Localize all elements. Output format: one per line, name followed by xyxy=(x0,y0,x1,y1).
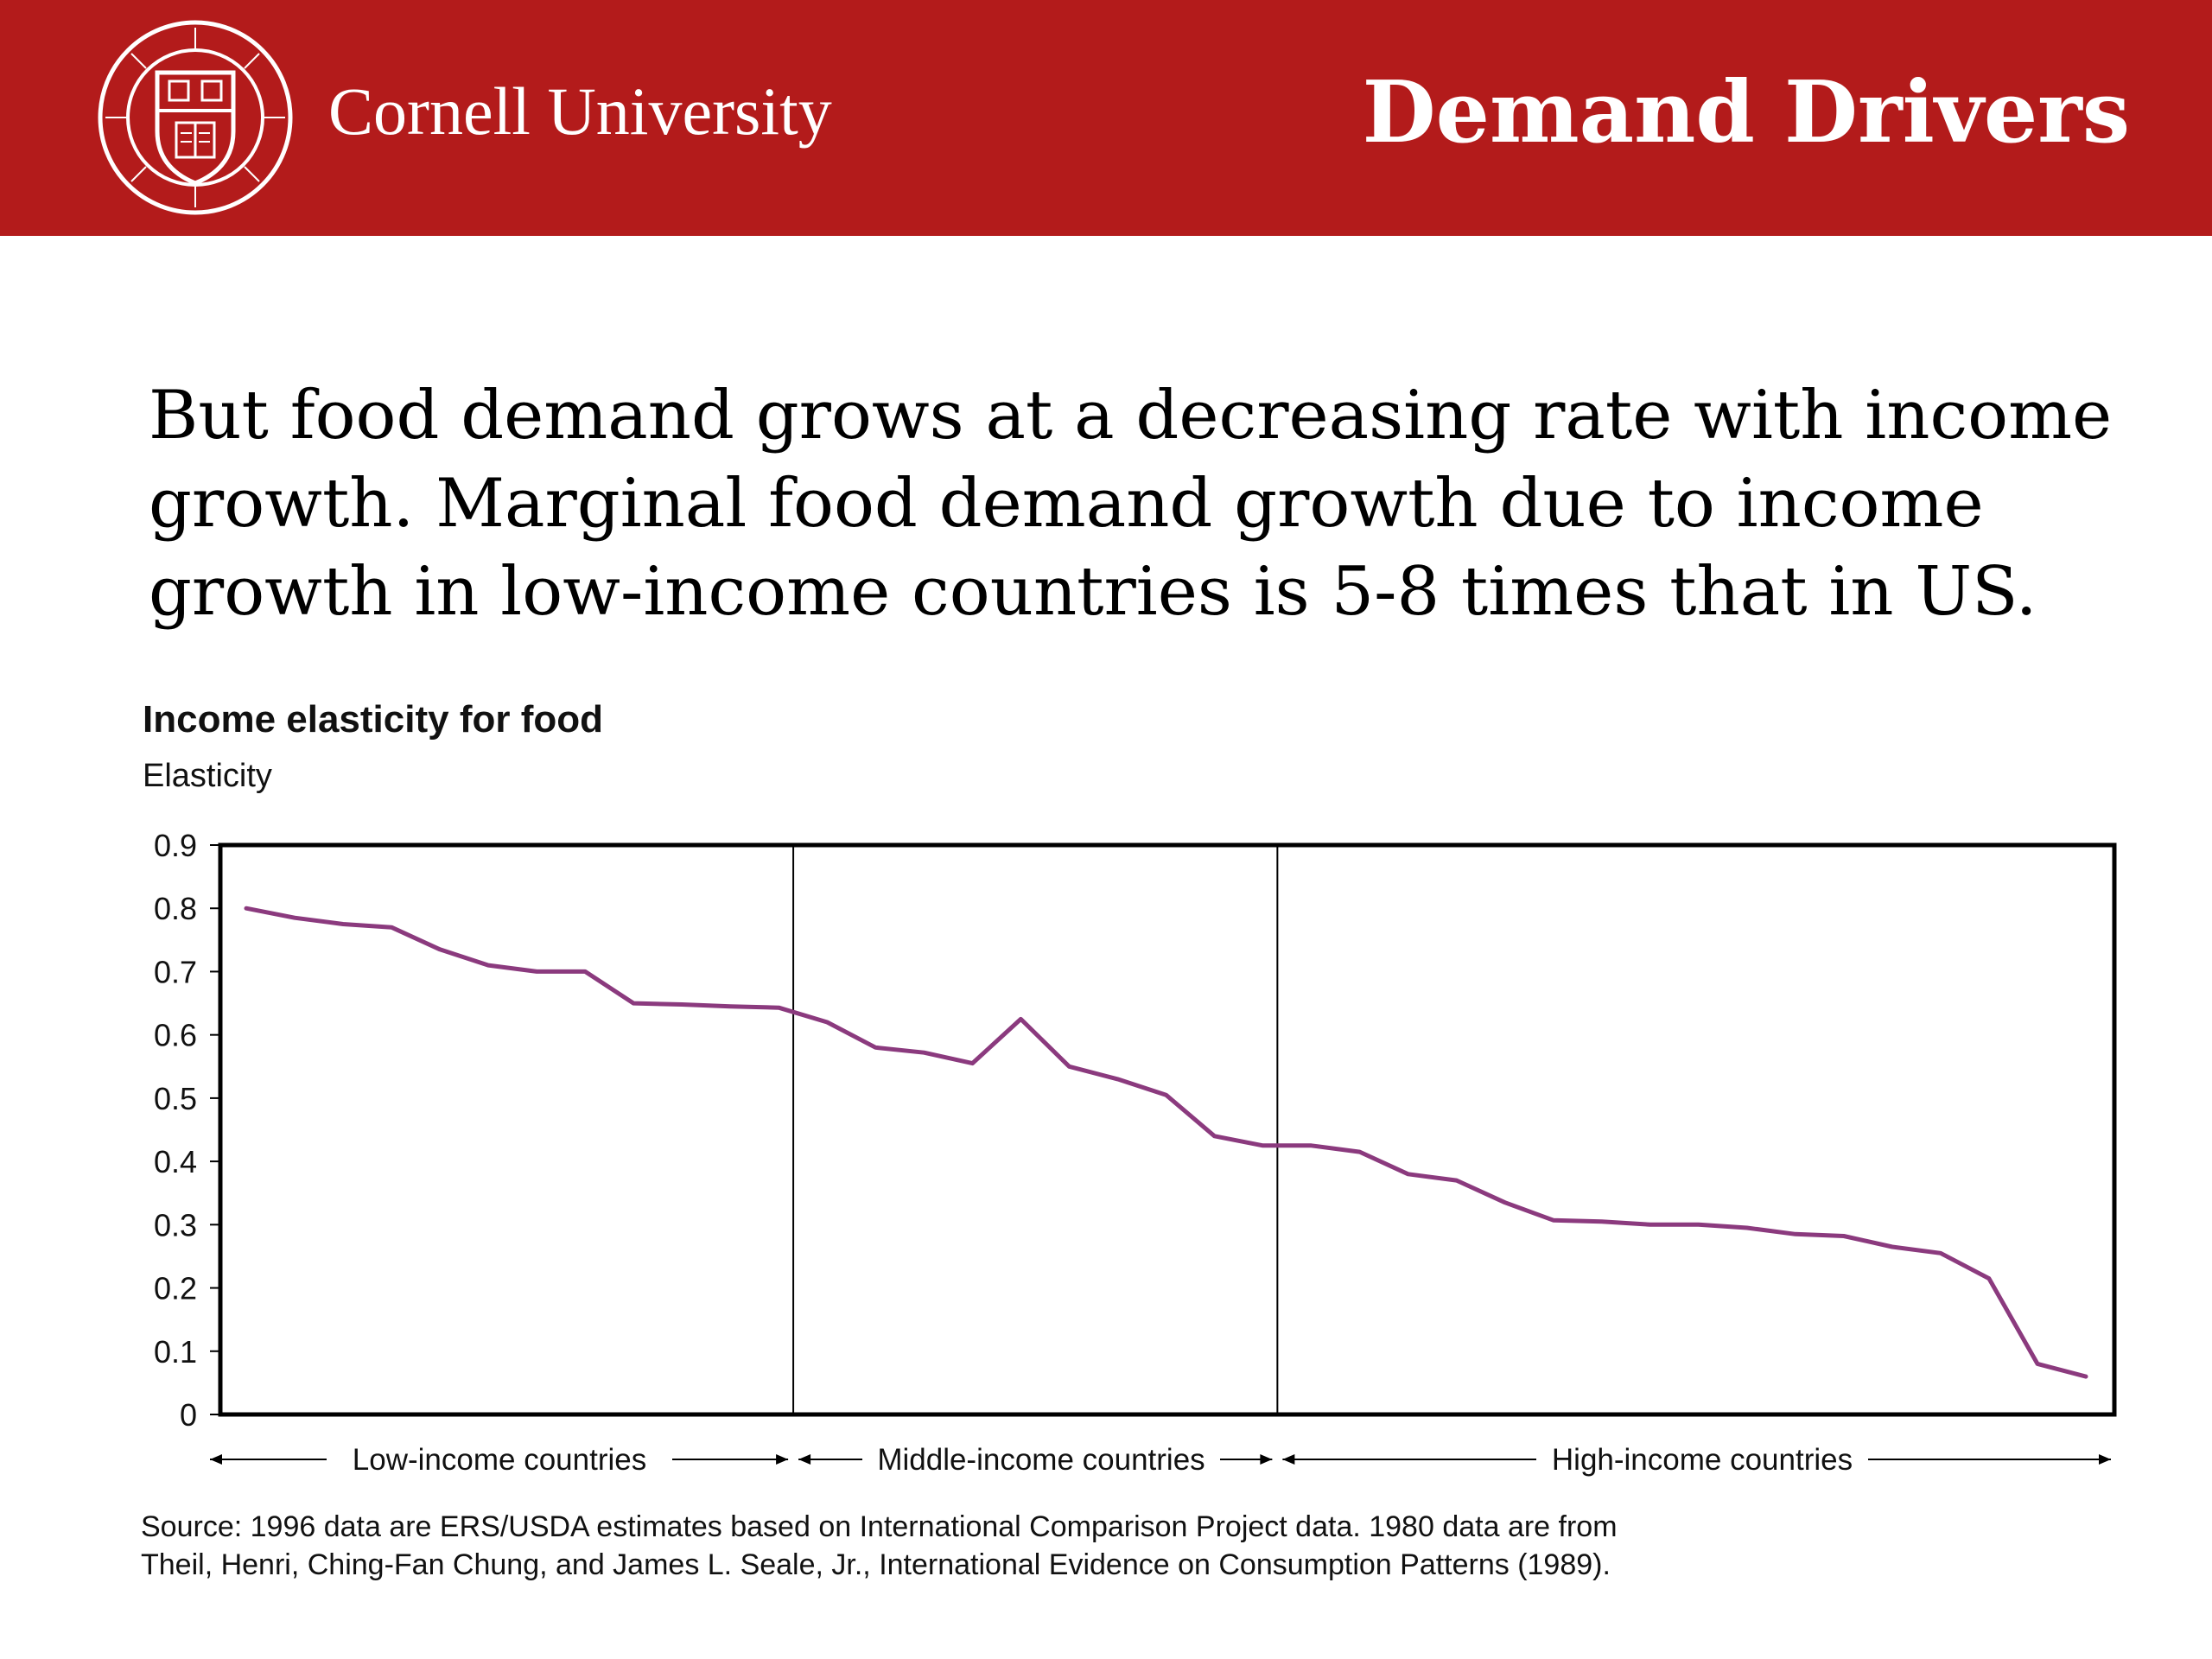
y-tick-label: 0.3 xyxy=(154,1207,197,1243)
slide-title: Demand Drivers xyxy=(1362,63,2130,162)
y-tick-label: 0.6 xyxy=(154,1018,197,1053)
chart-title: Income elasticity for food xyxy=(143,698,603,741)
y-axis-label: Elasticity xyxy=(143,758,272,794)
y-tick-label: 0.2 xyxy=(154,1271,197,1306)
headline-line: growth. Marginal food demand growth due … xyxy=(149,465,1984,543)
university-name: Cornell University xyxy=(328,73,832,149)
y-tick-label: 0.9 xyxy=(154,828,197,863)
left-arrowhead-icon xyxy=(210,1454,222,1465)
elasticity-line-chart: 0.9 0.8 0.7 0.6 0.5 0.4 0.3 0.2 0.1 0 Low-income c… xyxy=(154,828,2117,1477)
headline: But food demand grows at a decreasing ra… xyxy=(149,372,2136,636)
source-line: Theil, Henri, Ching-Fan Chung, and James… xyxy=(141,1548,1611,1581)
elasticity-series-line xyxy=(244,906,2088,1379)
right-arrowhead-icon xyxy=(1260,1454,1273,1465)
region-label: Middle-income countries xyxy=(877,1443,1205,1477)
left-arrowhead-icon xyxy=(798,1454,811,1465)
y-tick-label: 0.7 xyxy=(154,954,197,989)
region-label: High-income countries xyxy=(1552,1443,1853,1477)
right-arrowhead-icon xyxy=(776,1454,789,1465)
y-tick-label: 0.8 xyxy=(154,891,197,926)
headline-line: growth in low-income countries is 5-8 ti… xyxy=(149,553,2037,631)
y-tick-label: 0.1 xyxy=(154,1334,197,1370)
left-arrowhead-icon xyxy=(1282,1454,1295,1465)
cornell-seal-logo xyxy=(98,20,293,215)
header-bar: Cornell University Demand Drivers xyxy=(0,0,2212,236)
y-tick-label: 0.4 xyxy=(154,1144,197,1179)
right-arrowhead-icon xyxy=(2099,1454,2111,1465)
plot-frame xyxy=(218,842,2117,1417)
y-tick-label: 0.5 xyxy=(154,1081,197,1116)
y-tick-label: 0 xyxy=(180,1397,197,1433)
region-label: Low-income countries xyxy=(353,1443,646,1477)
source-note: Source: 1996 data are ERS/USDA estimates… xyxy=(141,1508,1618,1584)
headline-line: But food demand grows at a decreasing ra… xyxy=(149,377,2113,454)
source-line: Source: 1996 data are ERS/USDA estimates… xyxy=(141,1510,1618,1543)
